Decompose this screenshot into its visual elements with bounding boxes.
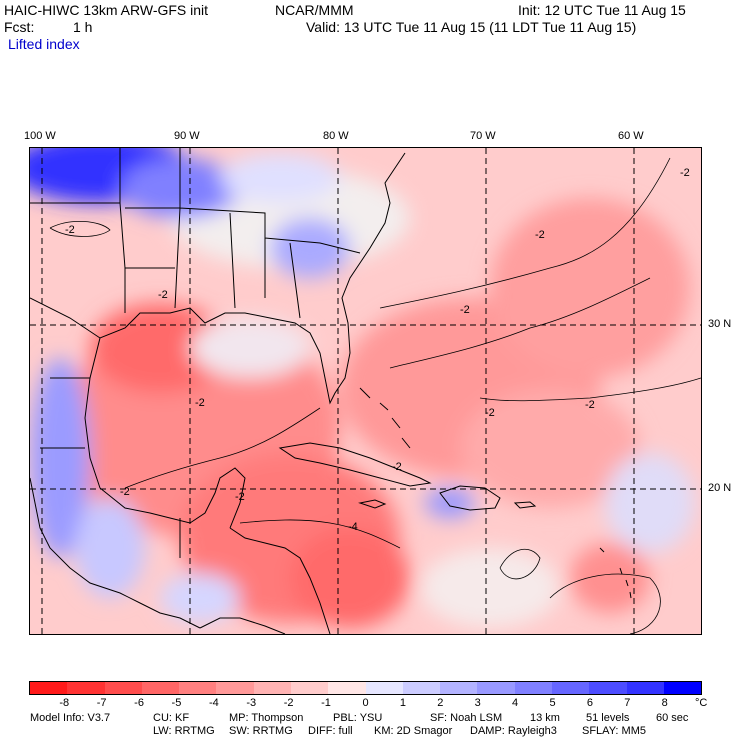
fcst-label: Fcst: bbox=[4, 19, 35, 35]
colorbar-swatch bbox=[328, 682, 366, 694]
map-svg: -2 -2 -2 -2 -2 -2 -2 -2 -2 -2 -4 -2 bbox=[30, 148, 701, 634]
field-name: Lifted index bbox=[8, 36, 80, 52]
contour-label: -2 bbox=[195, 397, 205, 409]
contour-label: -2 bbox=[460, 304, 470, 316]
contour-label: -2 bbox=[235, 491, 245, 503]
contour-label: -4 bbox=[348, 521, 358, 533]
valid-time: Valid: 13 UTC Tue 11 Aug 15 (11 LDT Tue … bbox=[306, 19, 637, 35]
fcst-value: 1 h bbox=[73, 19, 93, 35]
lon-label: 100 W bbox=[24, 130, 56, 142]
colorbar-unit: °C bbox=[695, 697, 708, 709]
colorbar-tick-label: -3 bbox=[246, 697, 257, 709]
contour-label: -2 bbox=[65, 224, 75, 236]
footer-lw: LW: RRTMG bbox=[153, 725, 215, 737]
colorbar-tick-label: 0 bbox=[362, 697, 369, 709]
footer-timestep: 60 sec bbox=[656, 712, 689, 724]
lifted-index-map: -2 -2 -2 -2 -2 -2 -2 -2 -2 -2 -4 -2 bbox=[29, 147, 702, 635]
colorbar-swatch bbox=[253, 682, 291, 694]
org-label: NCAR/MMM bbox=[275, 2, 354, 18]
colorbar-swatch bbox=[30, 682, 68, 694]
colorbar-swatch bbox=[179, 682, 217, 694]
latlon-grid bbox=[30, 148, 701, 634]
colorbar-tick-label: -7 bbox=[96, 697, 107, 709]
lon-label: 70 W bbox=[470, 130, 496, 142]
footer-resolution: 13 km bbox=[530, 712, 560, 724]
colorbar-tick-label: 5 bbox=[549, 697, 556, 709]
colorbar-tick-label: -4 bbox=[208, 697, 219, 709]
colorbar-tick-label: -2 bbox=[283, 697, 294, 709]
model-title: HAIC-HIWC 13km ARW-GFS init bbox=[4, 2, 209, 18]
colorbar-tick-label: -8 bbox=[59, 697, 70, 709]
contour-label-group: -2 -2 -2 -2 -2 -2 -2 -2 -2 -2 -4 -2 bbox=[65, 167, 690, 533]
colorbar-swatch bbox=[365, 682, 403, 694]
colorbar-swatch bbox=[440, 682, 478, 694]
contour-label: -2 bbox=[535, 229, 545, 241]
colorbar-swatch bbox=[589, 682, 627, 694]
footer-km: KM: 2D Smagor bbox=[374, 725, 453, 737]
colorbar-swatch bbox=[477, 682, 515, 694]
lon-label: 90 W bbox=[174, 130, 200, 142]
lon-label: 80 W bbox=[323, 130, 349, 142]
footer-pbl: PBL: YSU bbox=[333, 712, 383, 724]
colorbar-swatch bbox=[626, 682, 664, 694]
init-time: Init: 12 UTC Tue 11 Aug 15 bbox=[518, 2, 686, 18]
lat-label: 20 N bbox=[708, 482, 732, 494]
colorbar-swatch bbox=[290, 682, 329, 694]
contours bbox=[49, 157, 701, 634]
colorbar-tick-label: 8 bbox=[661, 697, 668, 709]
contour-label: -2 bbox=[392, 461, 402, 473]
contour-label: -2 bbox=[585, 399, 595, 411]
contour-label: -2 bbox=[680, 167, 690, 179]
footer-sf: SF: Noah LSM bbox=[430, 712, 503, 724]
colorbar-swatch bbox=[104, 682, 142, 694]
colorbar-tick-label: 4 bbox=[512, 697, 519, 709]
colorbar bbox=[29, 681, 702, 695]
lon-label: 60 W bbox=[618, 130, 644, 142]
colorbar-swatch bbox=[551, 682, 590, 694]
colorbar-swatch bbox=[663, 682, 702, 694]
colorbar-swatch bbox=[141, 682, 180, 694]
footer-levels: 51 levels bbox=[586, 712, 630, 724]
colorbar-swatch bbox=[402, 682, 441, 694]
colorbar-tick-label: -6 bbox=[134, 697, 144, 709]
footer-diff: DIFF: full bbox=[308, 725, 353, 737]
footer-model-info: Model Info: V3.7 bbox=[30, 712, 111, 724]
footer-damp: DAMP: Rayleigh3 bbox=[470, 725, 557, 737]
colorbar-tick-label: 6 bbox=[586, 697, 593, 709]
contour-label: -2 bbox=[485, 407, 495, 419]
footer-sw: SW: RRTMG bbox=[229, 725, 293, 737]
colorbar-swatch bbox=[216, 682, 254, 694]
contour-label: -2 bbox=[158, 289, 168, 301]
coastlines bbox=[30, 148, 632, 634]
colorbar-tick-label: -1 bbox=[321, 697, 331, 709]
colorbar-swatch bbox=[67, 682, 105, 694]
colorbar-swatch bbox=[514, 682, 552, 694]
contour-label: -2 bbox=[120, 486, 130, 498]
colorbar-tick-label: 2 bbox=[437, 697, 444, 709]
lat-label: 30 N bbox=[708, 318, 732, 330]
colorbar-tick-label: 1 bbox=[399, 697, 406, 709]
footer-sflay: SFLAY: MM5 bbox=[582, 725, 646, 737]
footer-mp: MP: Thompson bbox=[229, 712, 304, 724]
colorbar-tick-label: 3 bbox=[474, 697, 481, 709]
colorbar-tick-label: -5 bbox=[171, 697, 182, 709]
footer-cu: CU: KF bbox=[153, 712, 190, 724]
colorbar-tick-label: 7 bbox=[624, 697, 631, 709]
